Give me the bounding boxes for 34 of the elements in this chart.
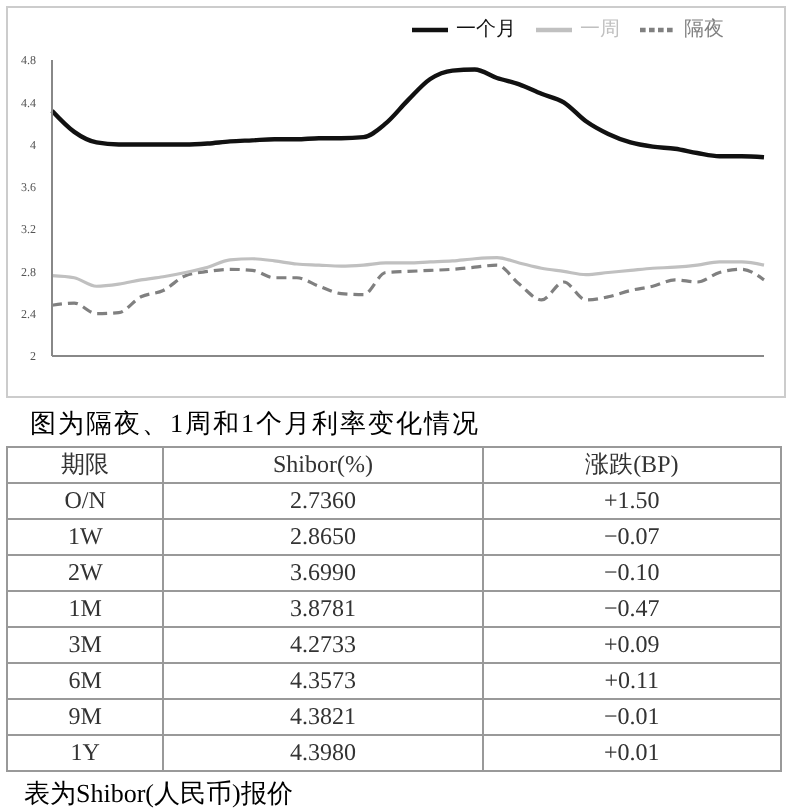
- data-label: −0.10: [482, 555, 781, 591]
- data-label: +0.11: [482, 663, 781, 699]
- data-label: 3.6990: [163, 555, 483, 591]
- data-label: +1.50: [482, 483, 781, 519]
- data-label: 4.3980: [163, 735, 483, 771]
- category-label: 6M: [7, 663, 164, 699]
- data-label: −0.01: [482, 699, 781, 735]
- category-label: 3M: [7, 627, 164, 663]
- data-label: 4.3821: [163, 699, 483, 735]
- line-series: [49, 67, 767, 160]
- text: 图为隔夜、1周和1个月利率变化情况: [30, 406, 482, 442]
- line-series: [50, 256, 766, 288]
- legend-label: 一周: [580, 18, 620, 41]
- data-label: 4.2733: [163, 627, 483, 663]
- category-label: 1W: [7, 519, 164, 555]
- category-label: 2W: [7, 555, 164, 591]
- text: 期限: [7, 447, 164, 483]
- category-label: 1M: [7, 591, 164, 627]
- legend-label: 隔夜: [684, 18, 724, 41]
- text: Shibor(%): [163, 447, 483, 483]
- data-label: 2.7360: [163, 483, 483, 519]
- category-label: 9M: [7, 699, 164, 735]
- data-label: 4.3573: [163, 663, 483, 699]
- data-label: −0.47: [482, 591, 781, 627]
- text: 涨跌(BP): [482, 447, 781, 483]
- category-label: O/N: [7, 483, 164, 519]
- text: 表为Shibor(人民币)报价: [24, 776, 295, 808]
- data-label: 3.8781: [163, 591, 483, 627]
- data-label: 2.8650: [163, 519, 483, 555]
- data-label: +0.09: [482, 627, 781, 663]
- legend-label: 一个月: [456, 18, 516, 41]
- data-label: +0.01: [482, 735, 781, 771]
- data-label: −0.07: [482, 519, 781, 555]
- category-label: 1Y: [7, 735, 164, 771]
